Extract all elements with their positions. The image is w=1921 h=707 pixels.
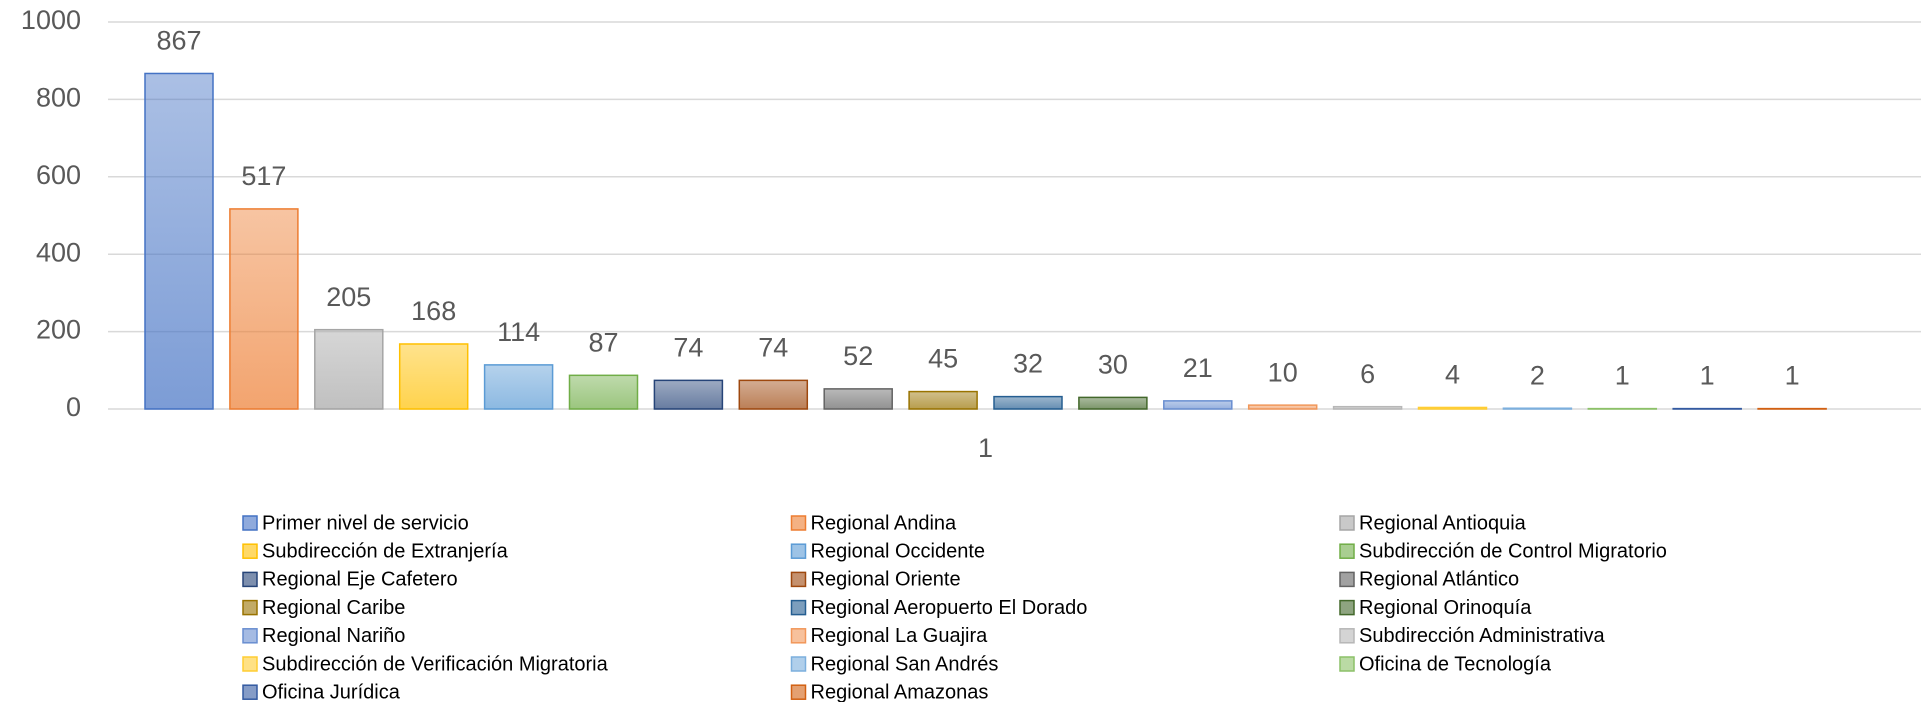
legend-label: Regional Orinoquía — [1359, 597, 1532, 619]
bar — [654, 380, 722, 409]
legend-swatch — [792, 544, 806, 558]
data-label: 4 — [1445, 360, 1460, 390]
data-label: 168 — [411, 296, 456, 326]
legend-swatch — [243, 544, 257, 558]
legend-label: Regional Caribe — [262, 597, 405, 619]
legend-swatch — [1340, 572, 1354, 586]
legend-swatch — [792, 685, 806, 699]
bar — [909, 392, 977, 409]
data-label: 10 — [1268, 357, 1298, 387]
legend-swatch — [243, 572, 257, 586]
bar — [739, 380, 807, 409]
bar — [1503, 408, 1571, 409]
bar — [1079, 397, 1147, 409]
bar — [570, 375, 638, 409]
y-tick-label: 600 — [36, 160, 81, 190]
y-tick-label: 200 — [36, 315, 81, 345]
legend-swatch — [1340, 516, 1354, 530]
legend-swatch — [1340, 657, 1354, 671]
legend-swatch — [1340, 544, 1354, 558]
data-label: 1 — [1785, 361, 1800, 391]
legend-swatch — [243, 685, 257, 699]
legend-swatch — [792, 572, 806, 586]
legend-swatch — [792, 516, 806, 530]
data-label: 2 — [1530, 360, 1545, 390]
data-label: 32 — [1013, 349, 1043, 379]
bar — [400, 344, 468, 409]
legend-label: Regional Nariño — [262, 625, 405, 647]
data-label: 114 — [497, 317, 540, 347]
bar — [485, 365, 553, 409]
bar — [1164, 401, 1232, 409]
y-tick-label: 400 — [36, 237, 81, 267]
x-tick-label: 1 — [978, 433, 993, 463]
legend-label: Subdirección de Verificación Migratoria — [262, 653, 609, 675]
legend-label: Regional Atlántico — [1359, 569, 1519, 591]
data-label: 74 — [758, 332, 788, 362]
legend-label: Regional Antioquia — [1359, 512, 1527, 534]
legend-label: Subdirección de Extranjería — [262, 540, 509, 562]
bar — [145, 73, 213, 409]
data-label: 517 — [241, 161, 286, 191]
data-label: 45 — [928, 344, 958, 374]
legend-swatch — [243, 516, 257, 530]
legend-label: Regional Eje Cafetero — [262, 569, 458, 591]
bar — [1249, 405, 1317, 409]
y-tick-label: 0 — [66, 392, 81, 422]
bar — [230, 209, 298, 409]
data-label: 21 — [1183, 353, 1213, 383]
legend-swatch — [243, 657, 257, 671]
legend-label: Regional La Guajira — [811, 625, 989, 647]
legend-label: Oficina de Tecnología — [1359, 653, 1552, 675]
y-tick-label: 1000 — [21, 5, 81, 35]
legend-label: Regional Occidente — [811, 540, 986, 562]
legend-swatch — [792, 601, 806, 615]
bar — [994, 397, 1062, 409]
data-label: 6 — [1360, 359, 1375, 389]
legend-label: Regional Aeropuerto El Dorado — [811, 597, 1088, 619]
data-label: 1 — [1615, 361, 1630, 391]
data-label: 74 — [673, 332, 703, 362]
legend-label: Subdirección Administrativa — [1359, 625, 1606, 647]
data-label: 87 — [588, 327, 618, 357]
bar — [1419, 407, 1487, 409]
data-label: 1 — [1700, 361, 1715, 391]
legend-swatch — [243, 601, 257, 615]
legend-swatch — [792, 629, 806, 643]
legend-swatch — [1340, 601, 1354, 615]
data-label: 30 — [1098, 350, 1128, 380]
data-label: 867 — [156, 26, 201, 56]
legend-label: Regional Oriente — [811, 569, 961, 591]
bar — [1334, 407, 1402, 409]
bar — [824, 389, 892, 409]
legend-label: Regional Andina — [811, 512, 958, 534]
y-tick-label: 800 — [36, 83, 81, 113]
data-label: 52 — [843, 341, 873, 371]
legend-swatch — [243, 629, 257, 643]
legend-swatch — [1340, 629, 1354, 643]
legend-label: Regional San Andrés — [811, 653, 999, 675]
bar — [315, 330, 383, 409]
legend-label: Regional Amazonas — [811, 681, 989, 702]
legend-label: Primer nivel de servicio — [262, 512, 469, 534]
legend-label: Oficina Jurídica — [262, 681, 401, 702]
legend-swatch — [792, 657, 806, 671]
legend-label: Subdirección de Control Migratorio — [1359, 540, 1667, 562]
data-label: 205 — [326, 282, 371, 312]
